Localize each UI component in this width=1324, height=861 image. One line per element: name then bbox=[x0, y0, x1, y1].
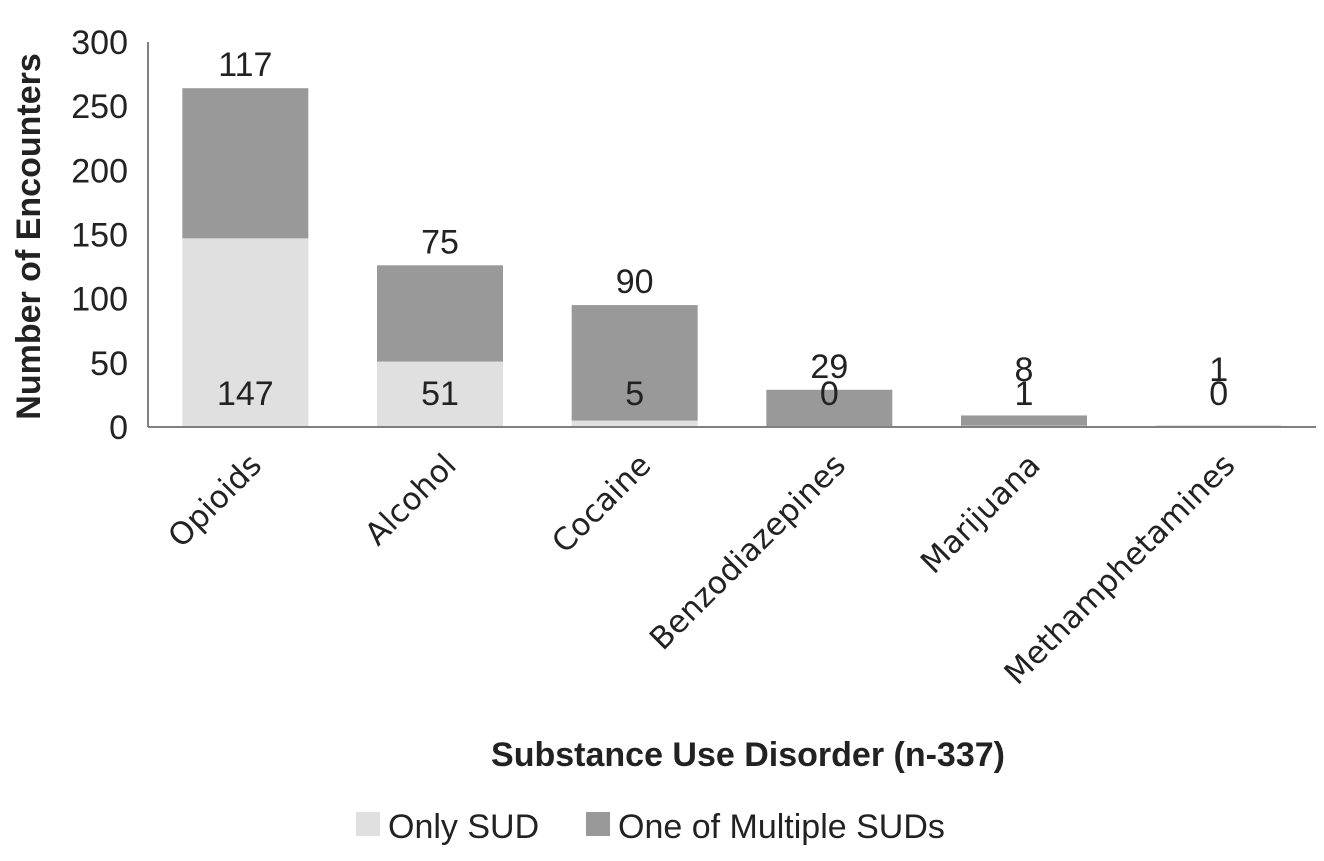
y-tick-150: 150 bbox=[71, 217, 128, 255]
bar-alcohol-only-sud bbox=[377, 361, 503, 427]
data-label-opioids-multiple-suds: 117 bbox=[218, 46, 272, 84]
x-tick-alcohol: Alcohol bbox=[358, 447, 463, 552]
bar-cocaine-only-sud bbox=[571, 420, 698, 427]
bar-marijuana-one-of-multiple-suds bbox=[961, 415, 1087, 426]
legend-label-multiple-suds: One of Multiple SUDs bbox=[618, 808, 945, 846]
bar-cocaine-one-of-multiple-suds bbox=[571, 305, 698, 421]
inner-data-labels: 147 51 5 0 1 0 bbox=[217, 375, 1228, 413]
y-tick-labels: 0 50 100 150 200 250 300 bbox=[71, 24, 128, 447]
legend-label-only-sud: Only SUD bbox=[388, 808, 539, 846]
data-label-marijuana-multiple-suds: 8 bbox=[1015, 351, 1034, 389]
data-label-marijuana-only-sud: 1 bbox=[1015, 375, 1034, 413]
y-tick-200: 200 bbox=[71, 152, 128, 190]
x-axis-title: Substance Use Disorder (n-337) bbox=[491, 736, 1005, 774]
x-tick-marijuana: Marijuana bbox=[914, 447, 1048, 581]
top-data-labels: 117 75 90 29 8 1 bbox=[218, 46, 1228, 389]
data-label-opioids-only-sud: 147 bbox=[217, 375, 274, 413]
axes bbox=[147, 42, 1316, 428]
y-axis-title: Number of Encounters bbox=[10, 53, 48, 419]
x-tick-cocaine: Cocaine bbox=[545, 447, 658, 560]
data-label-cocaine-only-sud: 5 bbox=[625, 375, 644, 413]
legend: Only SUD One of Multiple SUDs bbox=[356, 808, 945, 846]
data-label-alcohol-multiple-suds: 75 bbox=[421, 223, 459, 261]
y-tick-300: 300 bbox=[71, 24, 128, 62]
x-tick-opioids: Opioids bbox=[161, 447, 269, 555]
legend-swatch-only-sud bbox=[356, 812, 380, 836]
y-tick-250: 250 bbox=[71, 88, 128, 126]
bar-opioids-only-sud bbox=[182, 238, 309, 427]
data-label-cocaine-multiple-suds: 90 bbox=[616, 263, 654, 301]
data-label-alcohol-only-sud: 51 bbox=[421, 375, 459, 413]
x-tick-benzodiazepines: Benzodiazepines bbox=[643, 447, 853, 657]
y-tick-50: 50 bbox=[90, 345, 128, 383]
bar-alcohol-one-of-multiple-suds bbox=[377, 265, 503, 362]
data-label-benzodiazepines-only-sud: 0 bbox=[820, 375, 839, 413]
bar-opioids-one-of-multiple-suds bbox=[182, 88, 309, 239]
y-tick-100: 100 bbox=[71, 281, 128, 319]
data-label-benzodiazepines-multiple-suds: 29 bbox=[810, 348, 848, 386]
bar-benzodiazepines-one-of-multiple-suds bbox=[766, 389, 893, 427]
data-label-methamphetamines-only-sud: 0 bbox=[1209, 375, 1228, 413]
bars-layer bbox=[182, 88, 1282, 427]
data-label-methamphetamines-multiple-suds: 1 bbox=[1209, 351, 1228, 389]
y-tick-0: 0 bbox=[109, 409, 128, 447]
legend-swatch-multiple-suds bbox=[586, 812, 610, 836]
